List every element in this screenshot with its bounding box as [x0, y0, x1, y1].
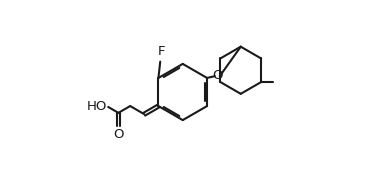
Text: O: O [113, 128, 124, 141]
Text: F: F [157, 45, 165, 58]
Text: HO: HO [86, 100, 107, 114]
Text: O: O [212, 69, 222, 82]
